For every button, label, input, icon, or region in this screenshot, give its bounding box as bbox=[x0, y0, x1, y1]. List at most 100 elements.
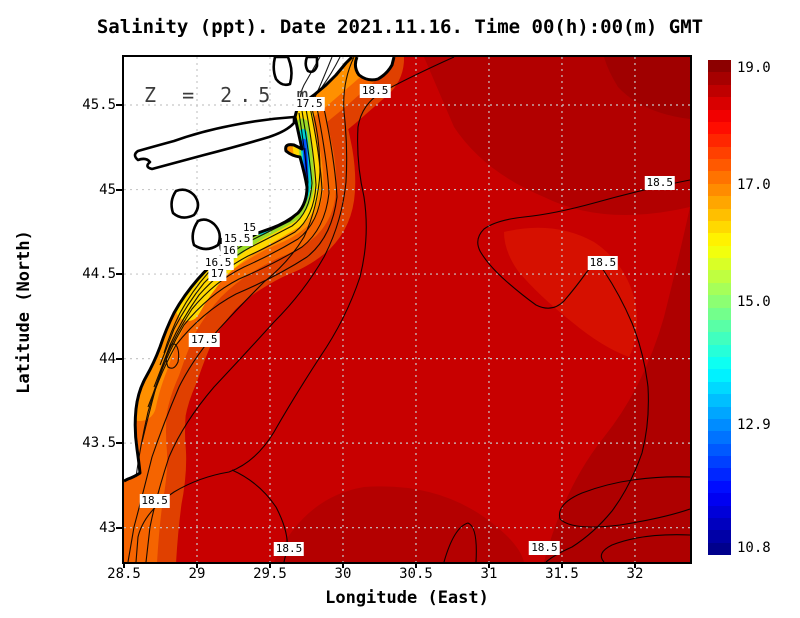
y-tick-mark bbox=[116, 442, 122, 445]
y-tick-mark bbox=[116, 104, 122, 106]
y-tick-label: 44.5 bbox=[82, 266, 116, 283]
y-tick-mark bbox=[116, 526, 122, 529]
x-tick-label: 28.5 bbox=[107, 566, 141, 582]
colorbar-tick-label: 12.9 bbox=[737, 417, 771, 434]
y-tick-label: 43.5 bbox=[82, 435, 116, 452]
colorbar-band bbox=[708, 394, 731, 407]
delta-lagoon-2 bbox=[191, 218, 222, 251]
x-tick-mark bbox=[560, 562, 563, 568]
liman-lagoon bbox=[133, 115, 296, 171]
colorbar-band bbox=[708, 60, 731, 73]
x-tick-mark bbox=[195, 562, 198, 568]
lagoon-a bbox=[272, 57, 293, 87]
colorbar-tick-label: 19.0 bbox=[737, 60, 771, 76]
contour-label: 16 bbox=[220, 244, 238, 259]
colorbar-tick-label: 17.0 bbox=[737, 177, 771, 194]
salinity-contour-map bbox=[124, 57, 690, 562]
x-axis-label: Longitude (East) bbox=[325, 588, 489, 608]
colorbar-band bbox=[708, 443, 731, 456]
colorbar-band bbox=[708, 530, 731, 543]
x-tick-label: 32 bbox=[626, 566, 644, 582]
x-tick-mark bbox=[123, 562, 125, 568]
x-tick-mark bbox=[487, 562, 490, 568]
contour-label: 16.5 bbox=[202, 256, 234, 271]
colorbar-band bbox=[708, 220, 731, 234]
map-plot-area: Z = 2.5 m 17.5 18.5 18.5 18.5 15 15.5 16 16.5 17… bbox=[122, 55, 692, 564]
y-tick-label: 43 bbox=[99, 519, 116, 536]
colorbar-tick-label: 15.0 bbox=[737, 294, 771, 311]
x-tick-label: 29.5 bbox=[253, 566, 287, 582]
y-tick-label: 45.5 bbox=[82, 97, 116, 113]
colorbar-band bbox=[708, 183, 731, 197]
contour-label: 18.5 bbox=[359, 83, 391, 98]
colorbar-band bbox=[708, 159, 731, 172]
colorbar-band bbox=[708, 480, 731, 494]
x-tick-mark bbox=[268, 562, 271, 568]
contour-label: 18.5 bbox=[139, 493, 170, 508]
contour-label: 18.5 bbox=[273, 541, 305, 556]
x-tick-label: 31 bbox=[480, 566, 498, 582]
colorbar-band bbox=[708, 171, 731, 184]
contour-label: 17.5 bbox=[189, 333, 220, 348]
colorbar-band bbox=[708, 468, 731, 481]
colorbar-band bbox=[708, 431, 731, 444]
colorbar-band bbox=[708, 369, 731, 382]
contour-label: 18.5 bbox=[644, 175, 676, 190]
x-tick-label: 31.5 bbox=[545, 566, 579, 582]
x-tick-mark bbox=[633, 562, 636, 568]
contour-label: 18.5 bbox=[529, 540, 560, 555]
colorbar-band bbox=[708, 493, 731, 506]
x-tick-label: 29 bbox=[188, 566, 206, 582]
colorbar-tick-label: 10.8 bbox=[737, 540, 771, 556]
y-tick-label: 45 bbox=[99, 181, 116, 198]
colorbar-band bbox=[708, 245, 731, 258]
colorbar-band bbox=[708, 97, 731, 110]
colorbar-band bbox=[708, 344, 731, 357]
x-tick-mark bbox=[341, 562, 344, 568]
colorbar-band bbox=[708, 72, 731, 85]
depth-annotation: Z = 2.5 m bbox=[144, 83, 316, 107]
colorbar-band bbox=[708, 307, 731, 320]
colorbar-band bbox=[708, 146, 731, 159]
x-tick-label: 30 bbox=[334, 566, 352, 582]
colorbar-band bbox=[708, 84, 731, 98]
chart-title: Salinity (ppt). Date 2021.11.16. Time 00… bbox=[96, 16, 704, 38]
y-tick-mark bbox=[116, 273, 122, 276]
colorbar-band bbox=[708, 295, 731, 308]
colorbar-band bbox=[708, 357, 731, 370]
colorbar bbox=[708, 60, 731, 555]
contour-label: 17 bbox=[208, 267, 227, 282]
colorbar-band bbox=[708, 456, 731, 469]
colorbar-band bbox=[708, 134, 731, 147]
y-tick-mark bbox=[116, 188, 122, 191]
colorbar-band bbox=[708, 109, 731, 122]
colorbar-band bbox=[708, 196, 731, 209]
contour-label: 17.5 bbox=[294, 97, 325, 112]
colorbar-band bbox=[708, 282, 731, 296]
contour-label: 18.5 bbox=[587, 256, 619, 271]
contour-label: 15 bbox=[240, 221, 259, 236]
colorbar-band bbox=[708, 319, 731, 333]
colorbar-band bbox=[708, 270, 731, 283]
colorbar-band bbox=[708, 208, 731, 221]
colorbar-band bbox=[708, 517, 731, 531]
gridlines bbox=[124, 57, 690, 562]
y-tick-mark bbox=[116, 357, 122, 360]
colorbar-band bbox=[708, 121, 731, 135]
colorbar-band bbox=[708, 332, 731, 345]
colorbar-band bbox=[708, 233, 731, 246]
x-tick-mark bbox=[414, 562, 417, 568]
colorbar-band bbox=[708, 418, 731, 432]
island-top-outline bbox=[353, 57, 396, 82]
x-tick-label: 30.5 bbox=[399, 566, 433, 582]
y-tick-label: 44 bbox=[99, 350, 116, 367]
colorbar-band bbox=[708, 406, 731, 419]
colorbar-band bbox=[708, 505, 731, 518]
contour-label: 15.5 bbox=[221, 232, 253, 247]
colorbar-band bbox=[708, 258, 731, 271]
colorbar-band bbox=[708, 542, 731, 555]
y-axis-label: Latitude (North) bbox=[14, 230, 34, 394]
delta-lagoon-1 bbox=[170, 188, 200, 219]
contour-lines bbox=[127, 57, 690, 562]
